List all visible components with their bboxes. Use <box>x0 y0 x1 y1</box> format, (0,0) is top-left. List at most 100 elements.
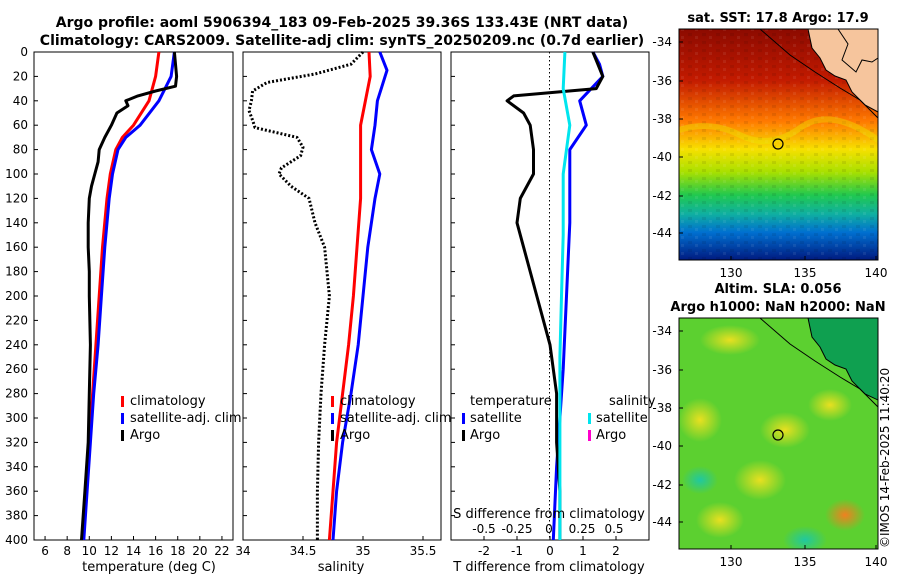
salinity-xlabel: salinity <box>318 560 365 575</box>
series-salinity-satellite <box>558 51 572 540</box>
sst-title: sat. SST: 17.8 Argo: 17.9 <box>687 11 868 26</box>
series-argo <box>247 50 365 540</box>
ytick-label: 180 <box>5 265 28 279</box>
map-xtick-label: 130 <box>720 555 743 569</box>
xtick-label: 34.5 <box>290 544 317 558</box>
map-ytick-label: -34 <box>652 35 672 49</box>
ytick-label: 360 <box>5 484 28 498</box>
map-xtick-label: 130 <box>720 266 743 280</box>
xtick-label: 20 <box>192 544 207 558</box>
xtick-label: 14 <box>126 544 141 558</box>
xtick-label: 16 <box>148 544 163 558</box>
xtick-label: 12 <box>104 544 119 558</box>
ytick-label: 260 <box>5 362 28 376</box>
sst-shelf-line <box>759 29 878 119</box>
legend-entry: Argo <box>470 428 500 443</box>
series-climatology <box>327 51 372 541</box>
map-ytick-label: -40 <box>652 439 672 453</box>
map-ytick-label: -38 <box>652 112 672 126</box>
legend-swatch <box>331 430 334 441</box>
sla-land <box>807 318 878 401</box>
legend-swatch <box>331 396 334 407</box>
legend-entry: satellite <box>470 411 522 426</box>
s-tick-label: 0.5 <box>604 522 623 536</box>
temperature-panel: 6 8 10 12 14 16 18 20 22 0 20 40 60 80 100 120 140 160 18… <box>5 45 242 575</box>
xtick-label: 10 <box>82 544 97 558</box>
xtick-label: 1 <box>579 544 587 558</box>
ytick-label: 200 <box>5 289 28 303</box>
legend-swatch <box>588 413 591 424</box>
legend-entry: climatology <box>130 394 206 409</box>
map-ytick-label: -40 <box>652 150 672 164</box>
sla-title-2: Argo h1000: NaN h2000: NaN <box>670 300 885 315</box>
series-temperature-argo <box>505 51 605 540</box>
diff-xlabel: T difference from climatology <box>452 560 645 575</box>
legend-entry: satellite-adj. clim <box>340 411 452 426</box>
map-ytick-label: -38 <box>652 401 672 415</box>
legend-entry: satellite <box>596 411 648 426</box>
map-xtick-label: 140 <box>865 555 888 569</box>
sla-float-marker <box>772 429 784 441</box>
xtick-label: 35.5 <box>410 544 437 558</box>
ytick-label: 320 <box>5 435 28 449</box>
ytick-label: 280 <box>5 387 28 401</box>
legend-entry: satellite-adj. clim <box>130 411 242 426</box>
legend-swatch <box>121 413 124 424</box>
map-xtick-label: 140 <box>865 266 888 280</box>
xtick-label: 0 <box>546 544 554 558</box>
legend-entry: Argo <box>130 428 160 443</box>
xtick-label: 34 <box>235 544 250 558</box>
ytick-label: 240 <box>5 338 28 352</box>
difference-panel: -2 -1 0 1 2 T difference from climatology S … <box>450 51 656 575</box>
legend-swatch <box>462 430 465 441</box>
legend-entry: Argo <box>596 428 626 443</box>
series-satellite-adj-clim <box>82 51 176 541</box>
s-tick-label: 0.25 <box>569 522 596 536</box>
salinity-panel: 34 34.5 35 35.5 salinity climatology satelli… <box>235 50 452 575</box>
s-difference-label: S difference from climatology <box>453 507 645 522</box>
ytick-label: 40 <box>13 94 28 108</box>
ytick-label: 80 <box>13 143 28 157</box>
map-ytick-label: -36 <box>652 74 672 88</box>
legend-entry: Argo <box>340 428 370 443</box>
series-argo <box>80 51 179 541</box>
xtick-label: 8 <box>63 544 71 558</box>
sst-float-marker <box>772 138 784 150</box>
sst-land-gulf <box>837 29 878 73</box>
ytick-label: 340 <box>5 460 28 474</box>
title-line1: Argo profile: aoml 5906394_183 09-Feb-20… <box>56 15 628 31</box>
legend-temperature-title: temperature <box>470 394 552 409</box>
legend-entry: climatology <box>340 394 416 409</box>
temperature-xlabel: temperature (deg C) <box>82 560 216 575</box>
ytick-label: 100 <box>5 167 28 181</box>
ytick-label: 0 <box>20 45 28 59</box>
ytick-label: 60 <box>13 118 28 132</box>
ytick-label: 140 <box>5 216 28 230</box>
legend-salinity-title: salinity <box>609 394 656 409</box>
xtick-label: -2 <box>478 544 490 558</box>
map-xtick-label: 135 <box>794 266 817 280</box>
xtick-label: -1 <box>511 544 523 558</box>
map-ytick-label: -42 <box>652 478 672 492</box>
title-line2: Climatology: CARS2009. Satellite-adj cli… <box>40 33 644 49</box>
map-ytick-label: -44 <box>652 515 672 529</box>
imos-watermark: ©IMOS 14-Feb-2025 11:40:20 <box>878 367 892 548</box>
ytick-label: 120 <box>5 191 28 205</box>
ytick-label: 400 <box>5 533 28 547</box>
map-ytick-label: -36 <box>652 363 672 377</box>
map-xtick-label: 135 <box>794 555 817 569</box>
ytick-label: 160 <box>5 240 28 254</box>
ytick-label: 380 <box>5 509 28 523</box>
series-satellite-adj-clim <box>331 51 389 541</box>
map-ytick-label: -44 <box>652 226 672 240</box>
ytick-label: 220 <box>5 313 28 327</box>
legend-swatch <box>121 430 124 441</box>
legend-swatch <box>121 396 124 407</box>
s-tick-label: -0.25 <box>501 522 532 536</box>
sla-shelf-line <box>759 318 878 408</box>
legend-swatch <box>331 413 334 424</box>
ytick-label: 20 <box>13 69 28 83</box>
legend-swatch <box>462 413 465 424</box>
xtick-label: 35 <box>355 544 370 558</box>
